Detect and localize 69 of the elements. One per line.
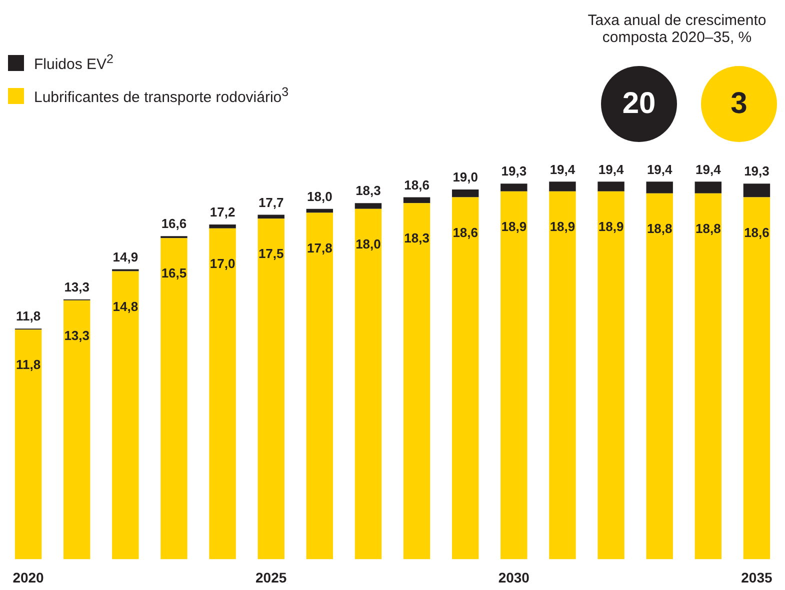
bar xyxy=(209,228,236,560)
x-tick-label: 2025 xyxy=(256,569,287,586)
x-tick-label: 2035 xyxy=(741,569,772,586)
bar xyxy=(452,197,479,560)
bar xyxy=(598,191,624,560)
data-label: 16,5 xyxy=(161,266,187,281)
bar xyxy=(403,203,430,560)
total-label: 19,0 xyxy=(452,170,478,185)
bar xyxy=(160,238,188,560)
data-label: 18,9 xyxy=(550,218,576,234)
data-label: 18,6 xyxy=(744,224,770,240)
total-label: 11,8 xyxy=(16,308,41,324)
bar xyxy=(549,191,576,560)
bar xyxy=(306,208,334,213)
data-label: 18,6 xyxy=(452,224,478,240)
bar xyxy=(500,191,528,560)
circle-badge: 20 xyxy=(601,66,677,142)
data-label: 17,5 xyxy=(258,246,284,262)
bar xyxy=(403,197,430,204)
total-label: 19,4 xyxy=(696,162,722,177)
x-tick-label: 2020 xyxy=(12,569,44,586)
bar xyxy=(306,212,334,560)
bar xyxy=(14,330,42,560)
bar xyxy=(354,208,382,560)
total-label: 19,4 xyxy=(646,162,674,177)
bar xyxy=(258,214,284,219)
bar xyxy=(112,271,139,560)
bar xyxy=(694,182,722,194)
text: Taxa anual de crescimento composta 2020–35, % xyxy=(586,12,768,46)
bar xyxy=(694,193,722,560)
x-tick-label: 2030 xyxy=(498,569,530,586)
data-label: 17,8 xyxy=(307,240,332,256)
bar xyxy=(258,218,284,560)
total-label: 13,3 xyxy=(64,279,90,294)
data-label: 11,8 xyxy=(16,357,41,372)
data-label: 17,0 xyxy=(210,256,236,271)
bar xyxy=(452,189,479,198)
total-label: 16,6 xyxy=(161,216,187,232)
total-label: 19,3 xyxy=(501,164,527,179)
legend-label: Lubrificantes de transporte rodoviário$^{3}$ xyxy=(34,85,289,106)
data-label: 14,8 xyxy=(112,298,138,314)
bar xyxy=(354,203,382,209)
total-label: 18,6 xyxy=(404,177,430,192)
bar xyxy=(646,193,673,560)
bar xyxy=(549,182,576,192)
bar xyxy=(500,184,528,192)
data-label: 18,8 xyxy=(696,220,721,236)
bar xyxy=(598,182,624,192)
data-label: 18,0 xyxy=(356,236,381,252)
total-label: 18,0 xyxy=(307,189,332,204)
legend-label: Fluidos EV$^{2}$ xyxy=(34,52,114,73)
total-label: 17,7 xyxy=(258,194,284,210)
data-label: 18,8 xyxy=(646,220,672,236)
total-label: 18,3 xyxy=(356,183,381,198)
total-label: 19,4 xyxy=(550,162,576,177)
data-label: 18,3 xyxy=(404,230,430,246)
data-label: 18,9 xyxy=(501,218,527,234)
data-label: 13,3 xyxy=(64,328,90,343)
data-label: 18,9 xyxy=(598,218,624,234)
bar xyxy=(646,182,673,194)
bar xyxy=(63,300,90,560)
total-label: 19,3 xyxy=(744,164,770,179)
bar xyxy=(743,197,770,560)
bar xyxy=(209,224,236,228)
circle-badge: 3 xyxy=(701,66,777,142)
total-label: 19,4 xyxy=(598,162,624,177)
bar xyxy=(743,184,770,198)
total-label: 17,2 xyxy=(210,204,236,220)
total-label: 14,9 xyxy=(112,249,138,264)
